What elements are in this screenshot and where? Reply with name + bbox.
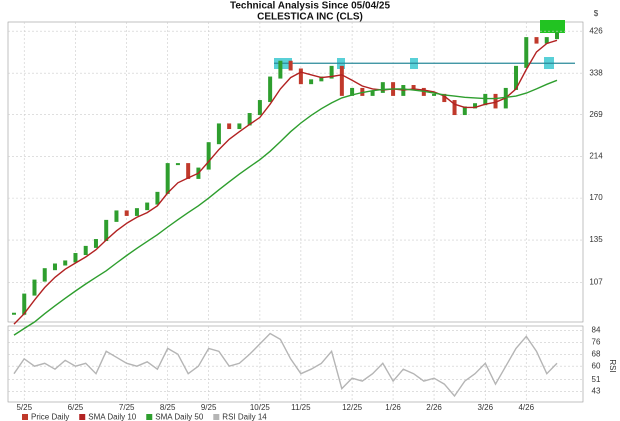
y-tick-label: 107 [589, 277, 603, 286]
price-candle [104, 219, 109, 242]
price-candle [534, 37, 539, 44]
price-candle [339, 65, 344, 96]
y-tick-label: 170 [589, 193, 603, 202]
price-candle [257, 100, 262, 116]
price-candle [329, 65, 334, 79]
price-candle [63, 260, 68, 266]
price-candle [350, 87, 355, 96]
price-candle [247, 113, 252, 126]
price-candle [93, 239, 98, 248]
price-candle [206, 142, 211, 170]
price-candle [227, 123, 232, 130]
price-candle [165, 163, 170, 194]
price-candle [380, 82, 385, 93]
y-tick-label: 135 [589, 235, 603, 244]
legend-label: Price Daily [31, 413, 69, 421]
price-candle [114, 210, 119, 222]
price-candle [134, 208, 139, 216]
price-candle [370, 90, 375, 96]
marker [540, 20, 565, 33]
price-candle [309, 79, 314, 85]
price-candle [155, 191, 160, 205]
legend-swatch [79, 414, 86, 420]
y-tick-label: 76 [592, 338, 601, 347]
price-candle [52, 263, 57, 271]
price-candle [452, 100, 457, 116]
price-candle [493, 93, 498, 109]
legend-label: RSI Daily 14 [222, 413, 267, 421]
price-candle [524, 37, 529, 68]
line [13, 39, 558, 325]
x-tick-label: 2/26 [426, 403, 442, 412]
legend-swatch [22, 414, 28, 420]
x-tick-label: 4/26 [518, 403, 534, 412]
y-tick-label: 338 [589, 68, 603, 77]
price-candle [514, 65, 519, 90]
legend-label: SMA Daily 10 [88, 413, 137, 421]
price-candle [268, 76, 273, 103]
x-tick-label: 1/26 [385, 403, 401, 412]
price-candle [462, 106, 467, 116]
line [13, 79, 558, 336]
price-candle [32, 279, 37, 296]
price-candle [216, 123, 221, 145]
x-tick-label: 6/25 [68, 403, 84, 412]
x-tick-label: 12/25 [342, 403, 363, 412]
y-tick-label: 214 [589, 151, 603, 160]
price-candle [22, 293, 27, 315]
price-candle [42, 268, 47, 282]
y-tick-label: 269 [589, 110, 603, 119]
price-candle [473, 103, 478, 109]
x-tick-label: 11/25 [291, 403, 311, 412]
y-tick-label: 84 [592, 326, 601, 335]
price-candle [175, 163, 180, 166]
price-panel-frame [7, 21, 584, 323]
price-candle [411, 85, 416, 90]
y-tick-label: 43 [592, 387, 601, 396]
price-candle [483, 93, 488, 106]
price-candle [145, 202, 150, 211]
y-tick-label: 68 [592, 349, 601, 358]
price-candle [288, 60, 293, 71]
y-axis-label: RSI [608, 359, 617, 372]
y-tick-label: 60 [592, 361, 601, 370]
x-tick-label: 7/25 [119, 403, 135, 412]
price-candle [555, 32, 559, 40]
price-candle [73, 253, 78, 263]
x-tick-label: 9/25 [201, 403, 217, 412]
price-candle [298, 68, 303, 85]
x-tick-label: 10/25 [250, 403, 271, 412]
price-candle [278, 60, 283, 79]
price-candle [432, 93, 437, 96]
chart-subtitle: CELESTICA INC (CLS) [257, 12, 363, 23]
y-tick-label: 426 [589, 26, 603, 35]
rsi-panel-frame [7, 325, 584, 403]
price-candle [83, 245, 88, 256]
legend-swatch [146, 414, 153, 420]
x-tick-label: 8/25 [160, 403, 176, 412]
pattern-markers [274, 20, 565, 69]
price-candle [442, 93, 447, 103]
price-candle [12, 312, 16, 315]
y-tick-label: 51 [592, 375, 601, 384]
y-unit: $ [594, 9, 599, 18]
price-candle [186, 163, 191, 179]
price-candle [124, 210, 129, 216]
chart-title: Technical Analysis Since 05/04/25 [230, 1, 391, 12]
legend-label: SMA Daily 50 [155, 413, 204, 421]
price-candle [319, 76, 324, 82]
price-candle [544, 37, 549, 44]
price-candle [237, 123, 242, 130]
x-tick-label: 5/25 [16, 403, 32, 412]
line [13, 332, 558, 398]
legend-swatch [213, 414, 220, 420]
x-tick-label: 3/26 [477, 403, 493, 412]
